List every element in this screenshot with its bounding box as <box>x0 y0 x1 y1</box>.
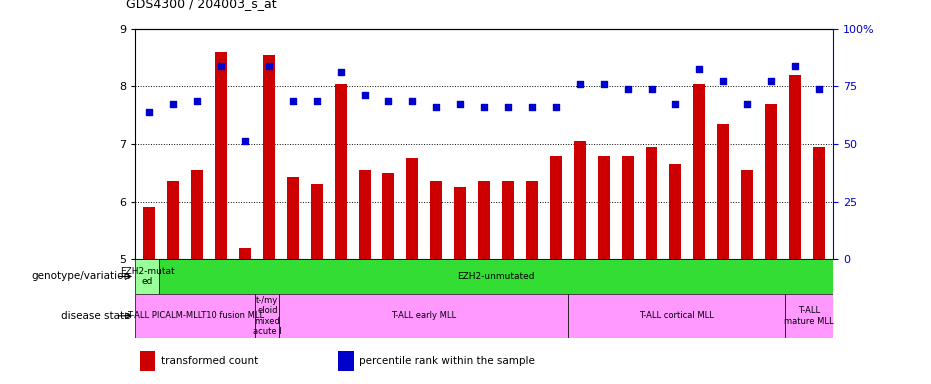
Bar <box>334 83 346 259</box>
Text: T-ALL early MLL: T-ALL early MLL <box>391 311 456 320</box>
Point <box>524 103 539 109</box>
Bar <box>765 104 777 259</box>
Point <box>286 98 301 104</box>
Text: GDS4300 / 204003_s_at: GDS4300 / 204003_s_at <box>126 0 277 10</box>
Point <box>237 138 252 144</box>
Bar <box>140 351 155 371</box>
Point <box>668 101 682 107</box>
Bar <box>573 141 586 259</box>
Bar <box>215 52 227 259</box>
Point <box>596 80 611 86</box>
Text: T-ALL cortical MLL: T-ALL cortical MLL <box>640 311 714 320</box>
Text: T-ALL
mature MLL: T-ALL mature MLL <box>784 306 834 326</box>
Text: T-ALL PICALM-MLLT10 fusion MLL: T-ALL PICALM-MLLT10 fusion MLL <box>127 311 263 320</box>
Point <box>548 103 563 109</box>
Bar <box>263 55 275 259</box>
Text: disease state: disease state <box>61 311 130 321</box>
Bar <box>255 294 279 338</box>
Point <box>477 103 492 109</box>
Point <box>812 86 827 92</box>
Bar <box>358 170 371 259</box>
Bar <box>598 156 610 259</box>
Text: t-/my
eloid
mixed
acute l: t-/my eloid mixed acute l <box>253 296 282 336</box>
Bar <box>645 147 657 259</box>
Point <box>452 101 467 107</box>
Point <box>692 66 707 72</box>
Bar <box>239 248 251 259</box>
Point <box>716 78 731 84</box>
Point <box>763 78 778 84</box>
Point <box>405 98 420 104</box>
Point <box>501 103 516 109</box>
Bar <box>502 182 514 259</box>
Point <box>429 103 444 109</box>
Bar <box>135 294 255 338</box>
Point <box>213 63 228 70</box>
Bar <box>813 147 825 259</box>
Point <box>166 101 181 107</box>
Point <box>142 109 156 115</box>
Point <box>644 86 659 92</box>
Point <box>262 63 277 70</box>
Bar <box>311 184 323 259</box>
Bar <box>550 156 561 259</box>
Point <box>333 69 348 75</box>
Text: EZH2-unmutated: EZH2-unmutated <box>457 272 535 281</box>
Bar <box>454 187 466 259</box>
Point <box>788 63 803 70</box>
Bar <box>279 294 569 338</box>
Bar <box>717 124 729 259</box>
Point <box>190 98 205 104</box>
Bar <box>789 75 801 259</box>
Bar <box>669 164 681 259</box>
Text: percentile rank within the sample: percentile rank within the sample <box>359 356 535 366</box>
Bar <box>741 170 753 259</box>
Point <box>740 101 755 107</box>
Bar <box>287 177 299 259</box>
Bar <box>622 156 634 259</box>
Bar <box>430 182 442 259</box>
Bar <box>569 294 785 338</box>
Bar <box>338 351 354 371</box>
Bar <box>407 158 418 259</box>
Point <box>309 98 324 104</box>
Bar <box>479 182 490 259</box>
Text: EZH2-mutat
ed: EZH2-mutat ed <box>120 267 174 286</box>
Bar <box>135 259 159 294</box>
Bar <box>785 294 833 338</box>
Point <box>358 92 372 98</box>
Bar <box>383 173 395 259</box>
Bar <box>191 170 203 259</box>
Bar <box>694 83 706 259</box>
Point <box>573 80 587 86</box>
Bar <box>168 182 180 259</box>
Bar <box>143 207 155 259</box>
Bar <box>526 182 538 259</box>
Point <box>620 86 635 92</box>
Text: genotype/variation: genotype/variation <box>32 271 130 281</box>
Text: transformed count: transformed count <box>161 356 258 366</box>
Point <box>381 98 396 104</box>
